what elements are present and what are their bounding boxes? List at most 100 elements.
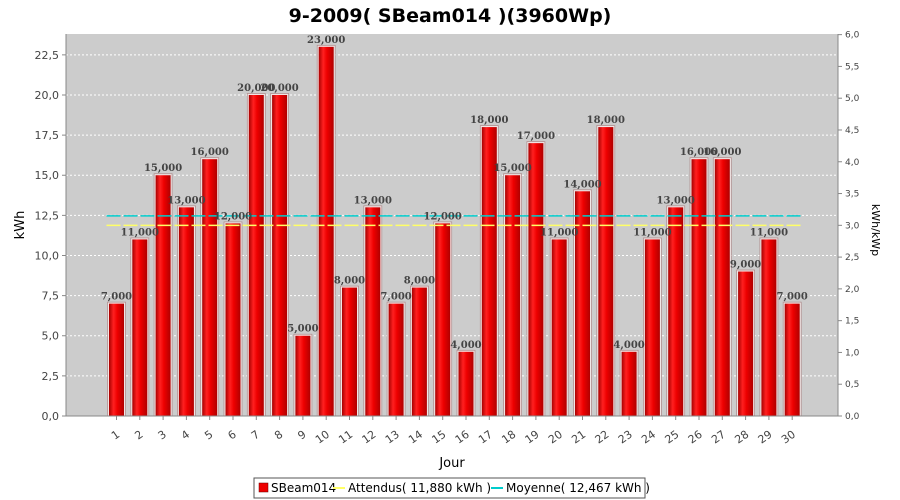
bar bbox=[225, 223, 241, 416]
data-label: 12,000 bbox=[424, 211, 462, 222]
bar bbox=[132, 239, 148, 416]
data-label: 11,000 bbox=[121, 227, 159, 238]
bar bbox=[505, 175, 521, 416]
data-label: 8,000 bbox=[404, 276, 435, 287]
bar bbox=[435, 223, 451, 416]
y-tick-label: 10,0 bbox=[35, 249, 60, 262]
bar bbox=[295, 335, 311, 416]
y-tick-label: 0,0 bbox=[42, 410, 60, 423]
bar bbox=[481, 127, 497, 416]
y-axis-label: kWh bbox=[13, 211, 28, 240]
bar bbox=[598, 127, 614, 416]
data-label: 16,000 bbox=[703, 147, 741, 158]
bar bbox=[551, 239, 567, 416]
x-tick-label: 30 bbox=[779, 428, 798, 447]
y-right-tick-label: 3,5 bbox=[845, 190, 859, 200]
data-label: 17,000 bbox=[517, 131, 555, 142]
x-tick-label: 10 bbox=[313, 428, 332, 447]
x-tick-label: 28 bbox=[732, 428, 751, 447]
bar bbox=[738, 271, 754, 416]
x-axis-label: Jour bbox=[438, 456, 465, 471]
x-tick-label: 26 bbox=[686, 428, 705, 447]
bar bbox=[342, 287, 357, 416]
bar bbox=[248, 94, 264, 416]
y-right-tick-labels: 0,0 0,5 1,0 1,5 2,0 2,5 3,0 3,5 4,0 4,5 5,0 5,5 6,0 bbox=[838, 31, 860, 422]
bar bbox=[714, 159, 730, 416]
bar bbox=[202, 159, 218, 416]
y-right-tick-label: 5,0 bbox=[845, 94, 860, 104]
bar bbox=[575, 191, 590, 416]
data-label: 15,000 bbox=[493, 163, 531, 174]
x-tick-label: 3 bbox=[156, 428, 169, 443]
data-label: 5,000 bbox=[287, 324, 318, 335]
y-tick-label: 15,0 bbox=[35, 169, 60, 182]
data-label: 16,000 bbox=[191, 147, 229, 158]
x-tick-label: 6 bbox=[226, 428, 239, 443]
data-label: 7,000 bbox=[101, 292, 132, 303]
bar bbox=[178, 207, 194, 416]
data-label: 16,000 bbox=[680, 147, 718, 158]
x-tick-label: 2 bbox=[132, 428, 145, 443]
bar bbox=[668, 207, 684, 416]
data-label: 15,000 bbox=[144, 163, 182, 174]
x-tick-label: 4 bbox=[179, 428, 192, 443]
data-label: 12,000 bbox=[214, 211, 252, 222]
y-right-tick-label: 0,0 bbox=[845, 412, 860, 422]
bar bbox=[109, 303, 124, 416]
data-label: 20,000 bbox=[260, 83, 298, 94]
x-tick-label: 20 bbox=[546, 428, 565, 447]
bar bbox=[365, 207, 381, 416]
x-tick-label: 21 bbox=[569, 428, 588, 447]
x-tick-label: 27 bbox=[709, 428, 728, 447]
bar bbox=[784, 303, 800, 416]
x-tick-label: 17 bbox=[476, 428, 495, 447]
data-label: 18,000 bbox=[587, 115, 625, 126]
x-tick-label: 19 bbox=[523, 428, 542, 447]
x-tick-label: 18 bbox=[499, 428, 518, 447]
bar bbox=[621, 351, 637, 416]
y-tick-label: 5,0 bbox=[42, 330, 60, 343]
x-tick-label: 1 bbox=[109, 428, 122, 443]
data-label: 11,000 bbox=[540, 227, 578, 238]
chart-title: 9-2009( SBeam014 )(3960Wp) bbox=[289, 5, 612, 27]
y-right-tick-label: 4,5 bbox=[845, 126, 859, 136]
x-tick-label: 9 bbox=[295, 428, 308, 443]
reference-lines bbox=[106, 215, 803, 227]
legend-box bbox=[253, 477, 646, 499]
x-tick-label: 29 bbox=[756, 428, 775, 447]
y-tick-label: 20,0 bbox=[35, 89, 60, 102]
legend-entry-moyenne: Moyenne( 12,467 kWh ) bbox=[506, 481, 650, 495]
y-tick-label: 22,5 bbox=[35, 49, 60, 62]
y-right-tick-label: 0,5 bbox=[845, 380, 859, 390]
y-right-tick-label: 2,0 bbox=[845, 285, 860, 295]
data-label: 4,000 bbox=[613, 340, 644, 351]
data-label: 7,000 bbox=[380, 292, 411, 303]
bar bbox=[272, 94, 288, 416]
data-label: 20,000 bbox=[237, 83, 275, 94]
y-tick-label: 17,5 bbox=[35, 129, 60, 142]
legend-entry-sbeam014: SBeam014 bbox=[271, 481, 336, 495]
x-tick-label: 23 bbox=[616, 428, 635, 447]
x-tick-label: 16 bbox=[453, 428, 472, 447]
y-tick-labels: 0,0 2,5 5,0 7,5 10,0 12,5 15,0 17,5 20,0 22,5 bbox=[35, 49, 66, 423]
data-label: 9,000 bbox=[730, 260, 761, 271]
x-tick-label: 5 bbox=[202, 428, 215, 443]
data-label: 13,000 bbox=[657, 195, 695, 206]
y-right-tick-label: 6,0 bbox=[845, 31, 860, 41]
bar bbox=[388, 303, 404, 416]
data-label: 13,000 bbox=[354, 195, 392, 206]
x-tick-labels: 1 2 3 4 5 6 7 8 9 10 11 12 13 14 15 16 17 18 19 20 21 22 23 24 2… bbox=[109, 416, 798, 446]
x-tick-label: 7 bbox=[249, 428, 262, 443]
bar bbox=[155, 175, 171, 416]
data-label: 18,000 bbox=[470, 115, 508, 126]
y-right-tick-label: 1,0 bbox=[845, 348, 860, 358]
x-tick-label: 12 bbox=[360, 428, 379, 447]
y-tick-label: 2,5 bbox=[42, 370, 60, 383]
y-right-tick-label: 2,5 bbox=[845, 253, 859, 263]
data-label: 23,000 bbox=[307, 35, 345, 46]
bar bbox=[411, 287, 427, 416]
y-right-tick-label: 3,0 bbox=[845, 221, 860, 231]
data-label: 14,000 bbox=[563, 179, 601, 190]
x-tick-label: 15 bbox=[429, 428, 448, 447]
